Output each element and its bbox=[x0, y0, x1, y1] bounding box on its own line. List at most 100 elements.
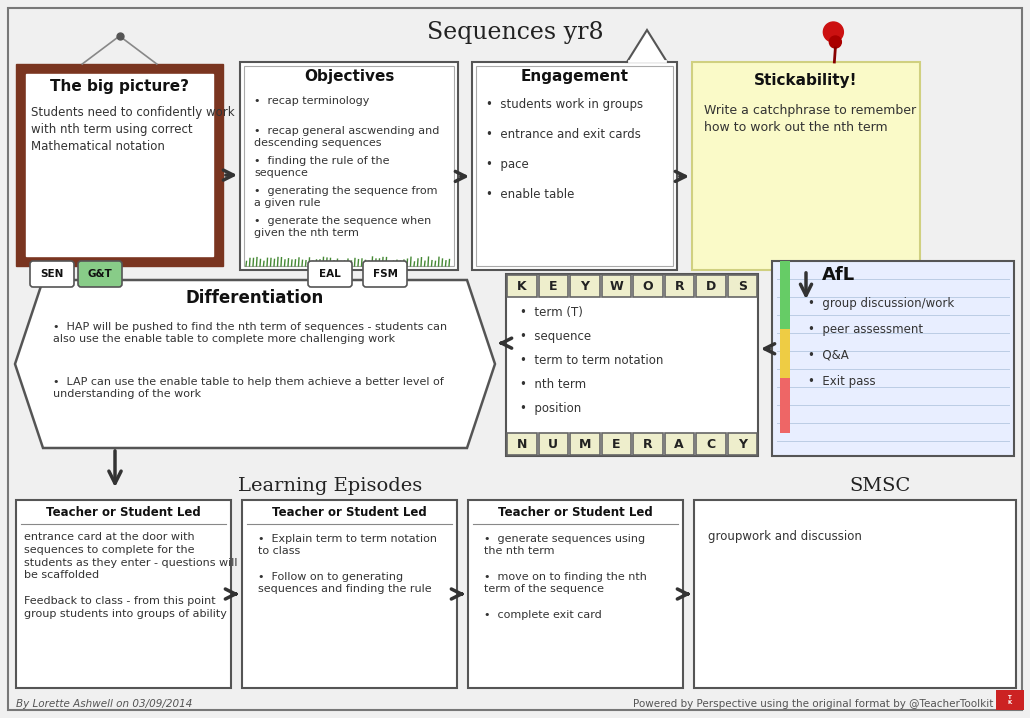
Text: •  Explain term to term notation
to class: • Explain term to term notation to class bbox=[258, 534, 437, 556]
Text: The big picture?: The big picture? bbox=[50, 78, 188, 93]
Bar bbox=[570, 433, 599, 455]
Text: T
K: T K bbox=[1008, 694, 1012, 705]
Bar bbox=[664, 275, 694, 297]
Bar bbox=[476, 66, 673, 266]
Text: SEN: SEN bbox=[40, 269, 64, 279]
Text: •  entrance and exit cards: • entrance and exit cards bbox=[486, 128, 641, 141]
FancyBboxPatch shape bbox=[308, 261, 352, 287]
Text: AfL: AfL bbox=[822, 266, 855, 284]
Bar bbox=[772, 261, 1014, 456]
Bar bbox=[780, 330, 790, 378]
Text: •  position: • position bbox=[520, 402, 581, 415]
Text: •  Exit pass: • Exit pass bbox=[808, 375, 875, 388]
Bar bbox=[692, 62, 920, 270]
Text: K: K bbox=[517, 279, 526, 292]
Bar bbox=[727, 275, 757, 297]
Bar bbox=[244, 66, 454, 266]
Text: •  complete exit card: • complete exit card bbox=[484, 610, 602, 620]
Text: G&T: G&T bbox=[88, 269, 112, 279]
Circle shape bbox=[829, 36, 842, 48]
Text: Engagement: Engagement bbox=[520, 68, 628, 83]
Text: Teacher or Student Led: Teacher or Student Led bbox=[272, 506, 426, 520]
Bar bbox=[780, 378, 790, 433]
Polygon shape bbox=[627, 30, 667, 62]
Text: W: W bbox=[610, 279, 623, 292]
Text: R: R bbox=[643, 437, 653, 450]
Text: •  Follow on to generating
sequences and finding the rule: • Follow on to generating sequences and … bbox=[258, 572, 432, 595]
Bar bbox=[727, 433, 757, 455]
Text: •  nth term: • nth term bbox=[520, 378, 586, 391]
Text: E: E bbox=[612, 437, 620, 450]
Text: Teacher or Student Led: Teacher or Student Led bbox=[499, 506, 653, 520]
Circle shape bbox=[823, 22, 844, 42]
FancyBboxPatch shape bbox=[78, 261, 122, 287]
Bar bbox=[242, 500, 457, 688]
Text: Teacher or Student Led: Teacher or Student Led bbox=[46, 506, 201, 520]
Text: •  group discussion/work: • group discussion/work bbox=[808, 297, 954, 310]
Text: •  Q&A: • Q&A bbox=[808, 349, 849, 362]
Bar bbox=[602, 275, 631, 297]
Bar bbox=[633, 433, 662, 455]
Bar bbox=[539, 433, 568, 455]
Text: C: C bbox=[707, 437, 715, 450]
Text: Learning Episodes: Learning Episodes bbox=[238, 477, 422, 495]
Text: FSM: FSM bbox=[373, 269, 398, 279]
Text: •  pace: • pace bbox=[486, 158, 528, 171]
Bar bbox=[507, 433, 537, 455]
Bar bbox=[468, 500, 683, 688]
Text: R: R bbox=[675, 279, 684, 292]
Text: •  recap general ascwending and
descending sequences: • recap general ascwending and descendin… bbox=[254, 126, 440, 149]
Bar bbox=[996, 690, 1024, 710]
Text: Objectives: Objectives bbox=[304, 68, 394, 83]
Text: •  generating the sequence from
a given rule: • generating the sequence from a given r… bbox=[254, 186, 438, 208]
Text: Sequences yr8: Sequences yr8 bbox=[426, 22, 604, 45]
Text: groupwork and discussion: groupwork and discussion bbox=[708, 530, 862, 543]
Bar bbox=[472, 62, 677, 270]
Text: U: U bbox=[548, 437, 558, 450]
Text: •  sequence: • sequence bbox=[520, 330, 591, 343]
Bar bbox=[696, 275, 725, 297]
Bar bbox=[664, 433, 694, 455]
Text: EAL: EAL bbox=[319, 269, 341, 279]
Text: Y: Y bbox=[580, 279, 589, 292]
Text: •  generate the sequence when
given the nth term: • generate the sequence when given the n… bbox=[254, 216, 432, 238]
Bar bbox=[570, 275, 599, 297]
Bar bbox=[16, 500, 231, 688]
Text: •  term to term notation: • term to term notation bbox=[520, 354, 663, 367]
Text: •  HAP will be pushed to find the nth term of sequences - students can
also use : • HAP will be pushed to find the nth ter… bbox=[53, 322, 447, 345]
Text: Write a catchphrase to remember
how to work out the nth term: Write a catchphrase to remember how to w… bbox=[703, 104, 916, 134]
Text: Differentiation: Differentiation bbox=[185, 289, 324, 307]
Text: •  generate sequences using
the nth term: • generate sequences using the nth term bbox=[484, 534, 645, 556]
Text: •  LAP can use the enable table to help them achieve a better level of
understan: • LAP can use the enable table to help t… bbox=[53, 377, 444, 399]
Text: •  term (T): • term (T) bbox=[520, 306, 583, 319]
Text: Powered by Perspective using the original format by @TeacherToolkit: Powered by Perspective using the origina… bbox=[632, 699, 993, 709]
Text: E: E bbox=[549, 279, 557, 292]
Bar bbox=[780, 261, 790, 330]
Bar bbox=[539, 275, 568, 297]
Text: •  enable table: • enable table bbox=[486, 188, 575, 201]
Text: By Lorette Ashwell on 03/09/2014: By Lorette Ashwell on 03/09/2014 bbox=[16, 699, 193, 709]
FancyBboxPatch shape bbox=[363, 261, 407, 287]
Bar bbox=[696, 433, 725, 455]
Bar bbox=[16, 64, 224, 266]
Bar bbox=[507, 275, 537, 297]
Text: •  students work in groups: • students work in groups bbox=[486, 98, 643, 111]
Text: D: D bbox=[706, 279, 716, 292]
Text: SMSC: SMSC bbox=[850, 477, 911, 495]
Text: S: S bbox=[737, 279, 747, 292]
Text: •  finding the rule of the
sequence: • finding the rule of the sequence bbox=[254, 156, 389, 178]
Text: entrance card at the door with
sequences to complete for the
students as they en: entrance card at the door with sequences… bbox=[24, 532, 238, 619]
Text: Y: Y bbox=[737, 437, 747, 450]
Bar bbox=[694, 500, 1016, 688]
Bar bbox=[506, 274, 758, 456]
Bar bbox=[240, 62, 458, 270]
Bar bbox=[26, 74, 213, 256]
Text: •  move on to finding the nth
term of the sequence: • move on to finding the nth term of the… bbox=[484, 572, 647, 595]
Text: M: M bbox=[579, 437, 591, 450]
Text: •  recap terminology: • recap terminology bbox=[254, 96, 370, 106]
Bar bbox=[602, 433, 631, 455]
Polygon shape bbox=[15, 280, 495, 448]
Text: Stickability!: Stickability! bbox=[754, 73, 858, 88]
Text: O: O bbox=[643, 279, 653, 292]
Text: A: A bbox=[675, 437, 684, 450]
